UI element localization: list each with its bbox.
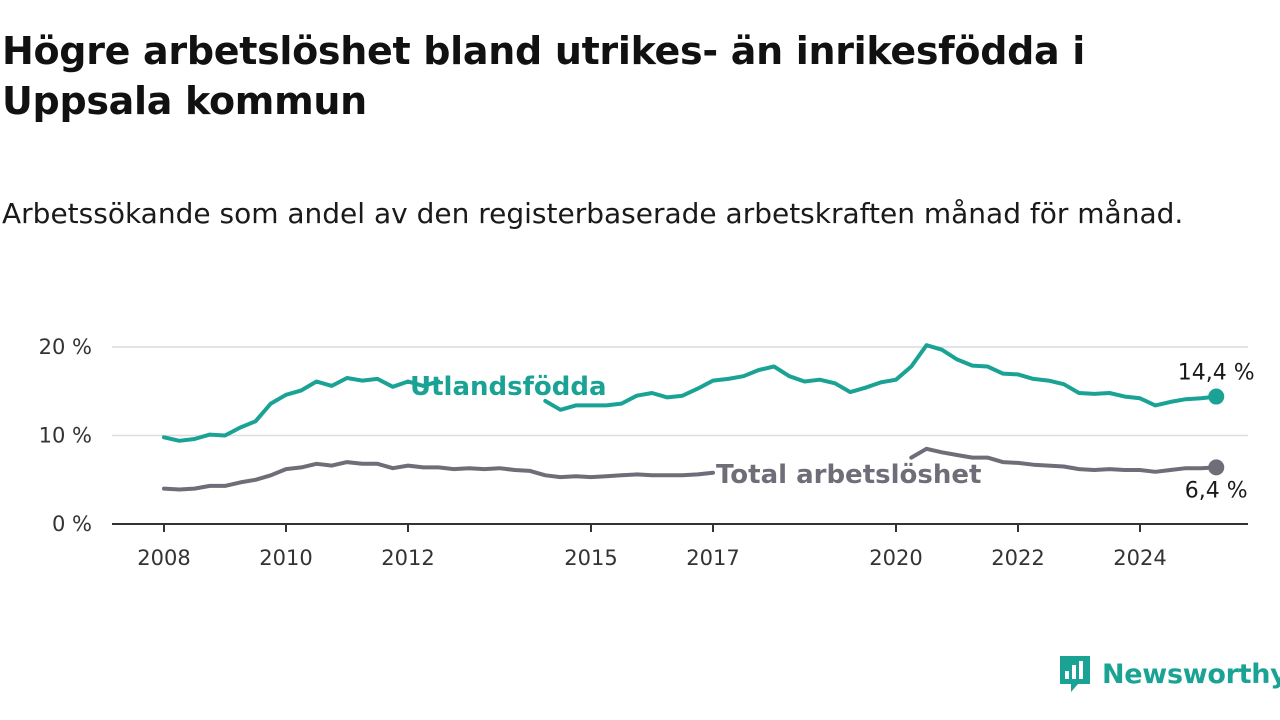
x-tick-label: 2008 — [137, 546, 190, 570]
x-axis: 2008 2010 2012 2015 2017 2020 2022 2024 — [112, 523, 1248, 570]
newsworthy-logo-icon — [1060, 656, 1090, 692]
grid-lines — [112, 346, 1248, 437]
total-arbetsloshet-label: Total arbetslöshet — [716, 460, 981, 490]
x-tick-label: 2015 — [564, 546, 617, 570]
y-tick-label: 0 % — [52, 512, 92, 536]
brand-name: Newsworthy — [1102, 658, 1280, 690]
x-tick-label: 2022 — [991, 546, 1044, 570]
series-labels: 14,4 % 6,4 % Utlandsfödda Total arbetslöshe… — [410, 361, 1255, 504]
x-tick-label: 2010 — [259, 546, 312, 570]
total-arbetsloshet-end-label: 6,4 % — [1185, 478, 1248, 503]
x-tick-label: 2017 — [686, 546, 739, 570]
total-arbetsloshet-end-point — [1208, 459, 1225, 476]
y-tick-label: 10 % — [39, 424, 92, 448]
utlandsfodda-line — [162, 343, 1219, 443]
utlandsfodda-end-label: 14,4 % — [1178, 361, 1255, 386]
chart-title: Högre arbetslöshet bland utrikes- än inr… — [2, 29, 1085, 123]
utlandsfodda-label: Utlandsfödda — [410, 372, 607, 402]
series-lines — [162, 343, 1225, 492]
y-axis: 0 % 10 % 20 % — [39, 335, 92, 536]
newsworthy-brand: Newsworthy — [1058, 652, 1280, 696]
total-arbetsloshet-line — [162, 446, 1219, 492]
chart-subtitle: Arbetssökande som andel av den registerb… — [2, 197, 1184, 230]
x-tick-label: 2024 — [1113, 546, 1166, 570]
x-tick-label: 2020 — [869, 546, 922, 570]
x-tick-label: 2012 — [381, 546, 434, 570]
utlandsfodda-end-point — [1208, 388, 1225, 405]
y-tick-label: 20 % — [39, 335, 92, 359]
